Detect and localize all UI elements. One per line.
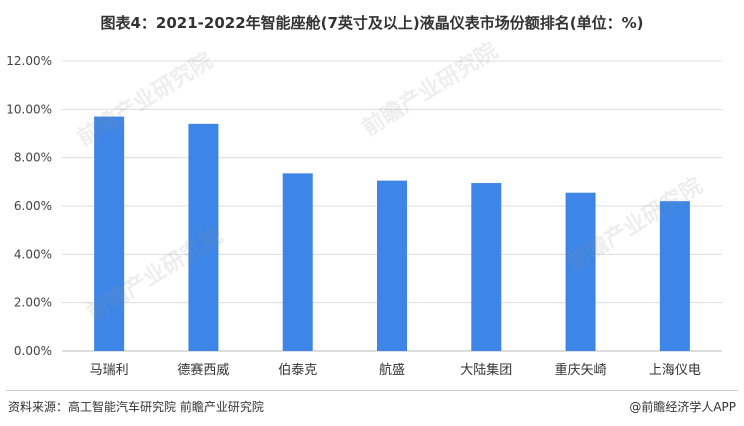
bar [377, 180, 407, 351]
y-tick-label: 4.00% [14, 247, 52, 261]
x-tick-label: 大陆集团 [460, 362, 512, 378]
footer-divider [6, 390, 738, 391]
bar [188, 123, 219, 351]
bar [565, 192, 596, 351]
x-tick-label: 马瑞利 [90, 363, 129, 378]
x-tick-label: 上海仪电 [649, 363, 701, 378]
y-tick-label: 2.00% [14, 296, 52, 310]
bar [94, 116, 125, 351]
bar [471, 183, 502, 351]
bar [282, 173, 313, 351]
y-tick-label: 8.00% [14, 151, 52, 165]
bar [659, 201, 690, 351]
source-note: 资料来源：高工智能汽车研究院 前瞻产业研究院 [8, 400, 264, 414]
brand-label: @前瞻经济学人APP [629, 400, 736, 414]
chart-title: 图表4：2021-2022年智能座舱(7英寸及以上)液晶仪表市场份额排名(单位：… [100, 14, 644, 32]
y-tick-label: 10.00% [6, 102, 52, 116]
y-tick-label: 6.00% [14, 199, 52, 213]
x-tick-label: 航盛 [379, 362, 405, 378]
y-tick-label: 12.00% [6, 54, 52, 68]
y-tick-label: 0.00% [14, 344, 52, 358]
x-tick-label: 伯泰克 [278, 363, 317, 378]
x-tick-label: 德赛西威 [177, 362, 229, 378]
x-tick-label: 重庆矢崎 [555, 362, 607, 378]
